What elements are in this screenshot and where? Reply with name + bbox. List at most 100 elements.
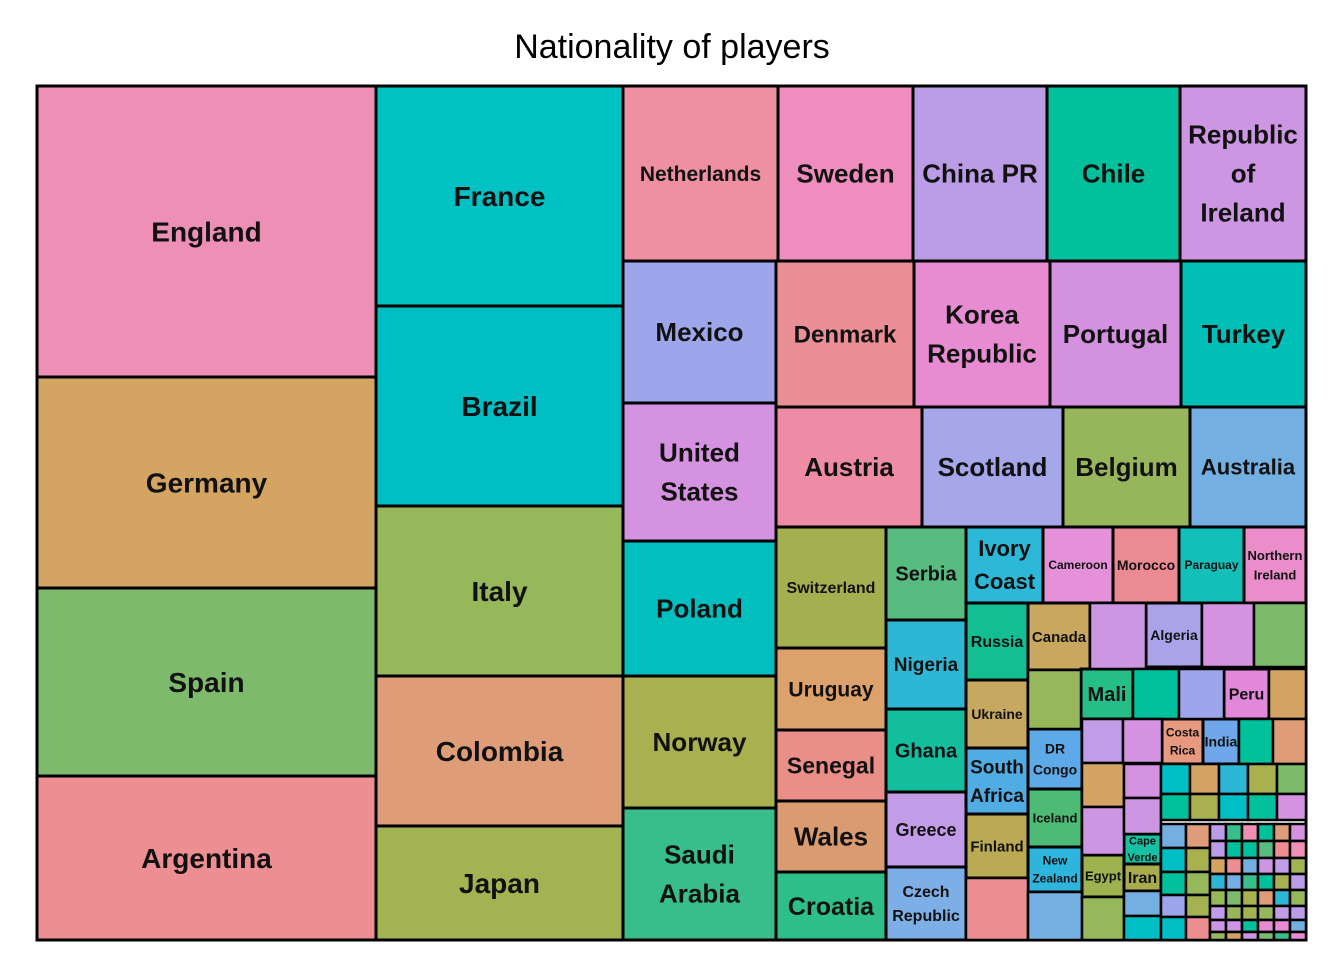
tile-mexico: Mexico <box>623 261 776 403</box>
tile-rect <box>623 808 776 940</box>
tile-new-zealand: New Zealand <box>1028 847 1082 892</box>
unlabeled-tile <box>1226 932 1242 940</box>
tile-rect <box>1028 729 1082 789</box>
tile-finland: Finland <box>966 814 1028 878</box>
tile-label: Spain <box>168 667 244 698</box>
unlabeled-tile <box>1242 858 1258 874</box>
tile-japan: Japan <box>376 826 623 940</box>
tile-costa-rica: Costa Rica <box>1162 719 1203 764</box>
tile-algeria: Algeria <box>1146 603 1202 667</box>
tile-united-states: United States <box>623 403 776 541</box>
tile-denmark: Denmark <box>776 261 914 407</box>
unlabeled-tile <box>1274 874 1290 890</box>
unlabeled-tile <box>1290 874 1306 890</box>
tile-canada: Canada <box>1028 603 1090 670</box>
tile-dr-congo: DR Congo <box>1028 729 1082 789</box>
unlabeled-tile <box>1242 890 1258 906</box>
unlabeled-tile <box>1161 824 1186 848</box>
unlabeled-tile <box>1258 858 1274 874</box>
tile-rect <box>886 867 966 940</box>
unlabeled-tile <box>1028 670 1081 729</box>
unlabeled-tile <box>1274 932 1290 940</box>
unlabeled-tile <box>1226 824 1242 841</box>
tile-serbia: Serbia <box>886 527 966 620</box>
tile-nigeria: Nigeria <box>886 620 966 709</box>
unlabeled-tile <box>1242 874 1258 890</box>
unlabeled-tile <box>1186 848 1210 872</box>
unlabeled-tile <box>1210 920 1226 932</box>
tile-label: Cameroon <box>1048 558 1107 572</box>
unlabeled-tile <box>1258 841 1274 858</box>
tile-cameroon: Cameroon <box>1043 527 1113 603</box>
tile-saudi-arabia: Saudi Arabia <box>623 808 776 940</box>
tile-rect <box>1244 527 1306 603</box>
tile-korea-republic: Korea Republic <box>914 261 1050 407</box>
unlabeled-tile <box>1274 906 1290 920</box>
tile-ukraine: Ukraine <box>966 680 1028 748</box>
unlabeled-tile <box>1210 858 1226 874</box>
tile-label: China PR <box>922 159 1038 189</box>
tile-label: Greece <box>895 820 956 840</box>
unlabeled-tile <box>1133 669 1179 719</box>
unlabeled-tile <box>1161 794 1190 820</box>
unlabeled-tile <box>1124 891 1161 916</box>
tile-netherlands: Netherlands <box>623 86 778 261</box>
unlabeled-tile <box>1161 895 1186 917</box>
tile-russia: Russia <box>966 603 1028 680</box>
unlabeled-tile <box>1186 895 1210 917</box>
tile-czech-republic: Czech Republic <box>886 867 966 940</box>
tile-colombia: Colombia <box>376 676 623 826</box>
tile-norway: Norway <box>623 676 776 808</box>
unlabeled-tile <box>1210 906 1226 920</box>
tile-label: Chile <box>1082 159 1146 189</box>
tile-egypt: Egypt <box>1082 855 1124 897</box>
unlabeled-tile <box>1274 858 1290 874</box>
unlabeled-tile <box>1179 669 1224 719</box>
unlabeled-tile <box>1082 719 1123 763</box>
tile-label: Wales <box>794 822 868 852</box>
tile-label: Iceland <box>1033 811 1078 826</box>
tile-uruguay: Uruguay <box>776 648 886 730</box>
unlabeled-tile <box>1258 890 1274 906</box>
unlabeled-tile <box>1242 920 1258 932</box>
tile-germany: Germany <box>37 377 376 588</box>
tile-label: Scotland <box>938 452 1048 482</box>
unlabeled-tile <box>1258 874 1274 890</box>
unlabeled-tile <box>1124 916 1161 940</box>
tile-northern-ireland: Northern Ireland <box>1244 527 1306 603</box>
unlabeled-tile <box>1239 719 1273 764</box>
tile-label: Sweden <box>796 159 894 189</box>
tile-peru: Peru <box>1224 669 1269 719</box>
unlabeled-tile <box>1190 794 1219 820</box>
tile-chile: Chile <box>1047 86 1180 261</box>
tile-label: Portugal <box>1063 319 1168 349</box>
tile-label: Japan <box>459 868 540 899</box>
tile-label: Belgium <box>1075 452 1178 482</box>
unlabeled-tile <box>1219 794 1248 820</box>
unlabeled-tile <box>1124 764 1161 798</box>
tile-brazil: Brazil <box>376 306 623 506</box>
unlabeled-tile <box>1210 874 1226 890</box>
tile-label: Brazil <box>461 391 537 422</box>
unlabeled-tile <box>1202 603 1254 667</box>
unlabeled-tile <box>1210 841 1226 858</box>
unlabeled-tile <box>1290 841 1306 858</box>
tile-iceland: Iceland <box>1028 789 1082 847</box>
unlabeled-tile <box>1248 794 1277 820</box>
tile-label: Paraguay <box>1184 558 1238 572</box>
tile-label: Nigeria <box>894 655 959 676</box>
tile-label: Mali <box>1088 684 1127 706</box>
unlabeled-tile <box>1226 858 1242 874</box>
tile-austria: Austria <box>776 407 922 527</box>
unlabeled-tile <box>1210 932 1226 940</box>
tile-ghana: Ghana <box>886 709 966 792</box>
unlabeled-tile <box>1186 872 1210 895</box>
unlabeled-tile <box>1254 603 1306 667</box>
unlabeled-tile <box>1242 824 1258 841</box>
tile-sweden: Sweden <box>778 86 913 261</box>
tile-label: Algeria <box>1150 627 1198 643</box>
tile-label: England <box>151 216 261 247</box>
tile-label: France <box>454 181 546 212</box>
unlabeled-tile <box>1082 763 1124 807</box>
unlabeled-tile <box>1248 764 1277 794</box>
